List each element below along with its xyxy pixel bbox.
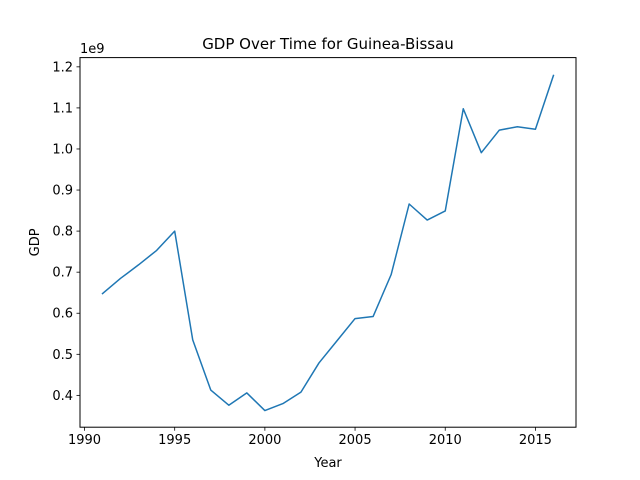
series-line-0 xyxy=(101,74,555,412)
y-tick-label: 1.1 xyxy=(52,101,73,116)
x-tick-label: 1990 xyxy=(68,433,101,448)
y-tick-label: 0.5 xyxy=(52,348,73,363)
y-tick-label: 0.9 xyxy=(52,184,73,199)
y-tick-label: 1.2 xyxy=(52,60,73,75)
x-axis-label: Year xyxy=(313,456,342,471)
x-tick-label: 2015 xyxy=(519,433,552,448)
y-tick-label: 0.6 xyxy=(52,307,73,322)
x-tick-label: 2010 xyxy=(429,433,462,448)
x-tick-label: 2000 xyxy=(248,433,281,448)
plot-area xyxy=(101,74,555,412)
y-tick-label: 0.7 xyxy=(52,266,73,281)
y-tick-label: 0.8 xyxy=(52,225,73,240)
y-axis-label: GDP xyxy=(28,228,43,256)
axes-frame xyxy=(79,57,577,428)
chart-title: GDP Over Time for Guinea-Bissau xyxy=(202,35,454,53)
x-tick-label: 1995 xyxy=(158,433,191,448)
y-axis-offset-label: 1e9 xyxy=(80,42,105,57)
x-tick-label: 2005 xyxy=(339,433,372,448)
y-tick-label: 0.4 xyxy=(52,389,73,404)
y-tick-label: 1.0 xyxy=(52,142,73,157)
